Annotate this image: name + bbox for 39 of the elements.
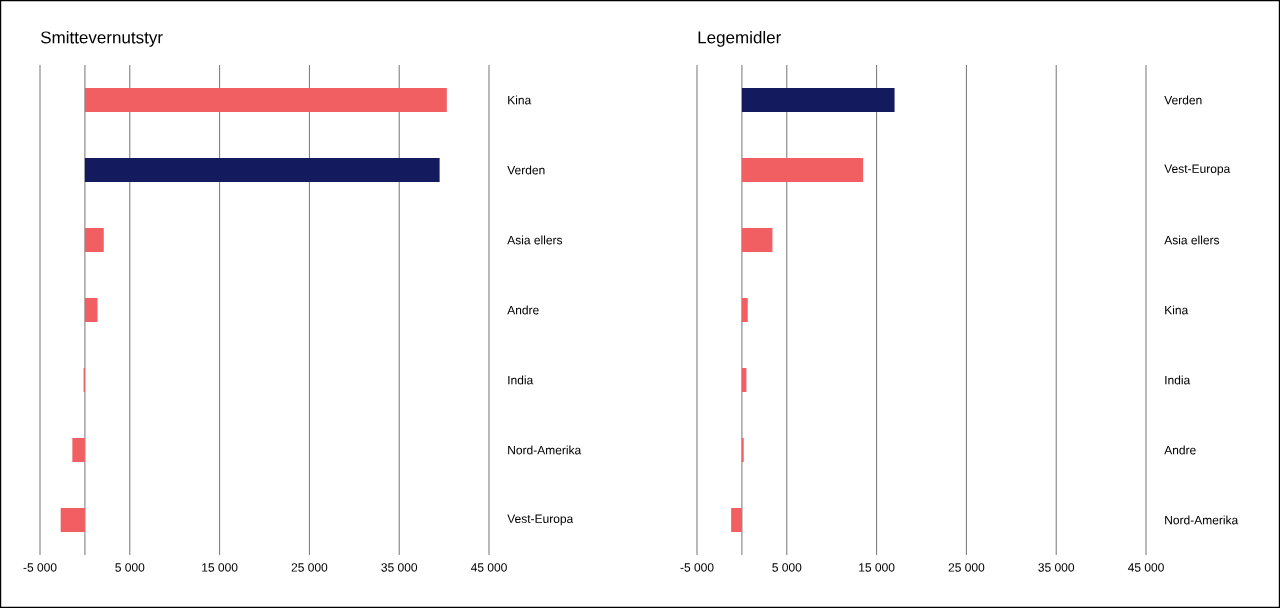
x-tick-label: -5 000 [680,563,714,572]
y-tick-label: Nord-Amerika [1165,515,1239,525]
y-tick-label: India [508,375,534,385]
x-tick-label: 25 000 [291,563,328,572]
y-tick-label: Verden [1164,95,1202,105]
x-tick-label: 15 000 [202,563,238,572]
y-tick-label: Vest-Europa [1164,164,1231,176]
bar [84,157,440,182]
bar [741,297,748,322]
x-tick-label: 25 000 [948,563,985,572]
bar [741,87,895,112]
bar [84,227,104,252]
y-tick-label: Kina [508,95,532,105]
y-tick-label: Kina [1165,305,1189,315]
bar [731,507,742,532]
bar [84,297,98,322]
x-tick-label: -5 000 [23,563,57,572]
chart-title: Legemidler [698,30,782,47]
x-tick-label: 45 000 [1127,563,1164,572]
x-tick-label: 5 000 [115,563,145,572]
x-tick-label: 5 000 [772,563,802,572]
y-tick-label: Asia ellers [1164,235,1220,245]
y-tick-label: Nord-Amerika [508,445,582,455]
bar [60,507,85,532]
bar [72,437,85,462]
y-tick-label: Asia ellers [507,235,563,245]
x-tick-label: 35 000 [381,563,418,572]
y-tick-label: India [1165,375,1191,385]
y-tick-label: Vest-Europa [507,514,574,526]
y-tick-label: Andre [1164,445,1196,455]
y-tick-label: Andre [507,305,539,315]
y-tick-label: Verden [507,165,545,175]
x-tick-label: 15 000 [859,563,895,572]
x-tick-label: 45 000 [470,563,507,572]
chart-title: Smittevernutstyr [40,30,163,47]
x-tick-label: 35 000 [1038,563,1075,572]
bar [741,227,773,252]
bar [741,157,864,182]
bar [84,87,447,112]
